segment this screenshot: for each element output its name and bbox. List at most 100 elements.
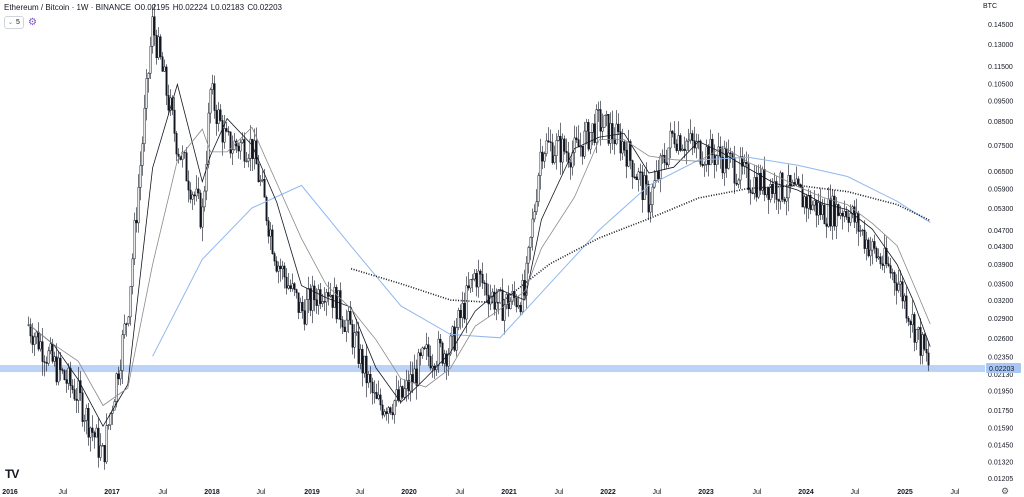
candle (749, 179, 752, 205)
candle (815, 200, 818, 228)
candle (769, 178, 772, 203)
x-tick-label: Jul (951, 489, 960, 496)
candle (219, 104, 222, 122)
candle (677, 121, 680, 155)
candle (865, 231, 868, 261)
candle (569, 158, 572, 180)
candle (323, 287, 326, 312)
candle (741, 147, 744, 175)
x-tick-label: 2025 (897, 489, 913, 496)
candle (625, 141, 628, 179)
candle (371, 377, 374, 405)
candle (841, 209, 844, 230)
gear-icon[interactable]: ⚙ (27, 16, 37, 28)
candle (821, 198, 824, 220)
candle (775, 176, 778, 210)
candle (417, 348, 420, 387)
candle (385, 407, 388, 421)
tradingview-logo-icon[interactable]: TV (5, 467, 19, 481)
candle (903, 293, 906, 310)
chart-settings-gear-icon[interactable]: ⚙ (1001, 486, 1010, 496)
x-tick-label: 2022 (600, 489, 616, 496)
moving-averages (28, 82, 931, 428)
candle (807, 188, 810, 219)
candle (269, 222, 272, 250)
candle (759, 164, 762, 195)
y-tick-label: 0.01750 (988, 408, 1013, 415)
candle (311, 275, 314, 324)
candle (339, 282, 342, 329)
candle (757, 164, 760, 200)
candle (545, 133, 548, 157)
candle (107, 424, 110, 430)
candle (899, 270, 902, 297)
candle (273, 251, 276, 266)
candle (763, 156, 766, 202)
candle (637, 167, 640, 192)
candle (99, 433, 102, 461)
candle (349, 300, 352, 325)
candle (63, 369, 66, 381)
candle (377, 380, 380, 401)
candle (129, 286, 132, 326)
price-axis[interactable]: 0.14500 0.13000 0.11500 0.10500 0.09500 0.085… (985, 0, 1024, 483)
x-tick-label: Jul (257, 489, 266, 496)
candle (607, 114, 610, 146)
candle (197, 177, 200, 199)
candle (789, 174, 792, 193)
y-tick-label: 0.09500 (988, 99, 1013, 106)
time-axis[interactable]: 2016 Jul 2017 Jul 2018 Jul 2019 Jul 2020 Jul 2021 J… (0, 483, 1024, 497)
candle (191, 191, 194, 210)
candle (79, 371, 82, 401)
candle (481, 262, 484, 289)
candle (559, 122, 562, 175)
candle (211, 74, 214, 95)
candle (93, 430, 96, 449)
candle (875, 246, 878, 263)
candle (605, 110, 608, 127)
y-tick-label: 0.03500 (988, 282, 1013, 289)
candle (575, 126, 578, 144)
ma-dotted-line (350, 184, 931, 304)
candle (61, 367, 64, 374)
candle (389, 406, 392, 415)
candle (375, 383, 378, 400)
x-tick-label: 2021 (501, 489, 517, 496)
indicators-toggle-button[interactable]: ⌄ 5 (4, 16, 24, 29)
candle (195, 175, 198, 202)
candle (521, 273, 524, 315)
candle (873, 234, 876, 254)
candle (143, 94, 146, 152)
candle (421, 346, 424, 359)
candle (45, 356, 48, 372)
candle (803, 194, 806, 215)
candle (239, 139, 242, 160)
candle (533, 204, 536, 223)
candle (465, 276, 468, 334)
candle (177, 148, 180, 164)
candle (905, 286, 908, 324)
candle (921, 331, 924, 365)
candle (745, 151, 748, 179)
candle (765, 187, 768, 198)
candle (627, 129, 630, 168)
candle (361, 344, 364, 387)
x-tick-label: Jul (356, 489, 365, 496)
candle (667, 147, 670, 168)
candle (713, 144, 716, 179)
candle (687, 128, 690, 152)
candle (31, 323, 34, 354)
candle (909, 319, 912, 339)
candle (193, 191, 196, 206)
candle (245, 152, 248, 163)
candle (53, 351, 56, 367)
x-tick-label: Jul (753, 489, 762, 496)
candle (167, 84, 170, 115)
legend-title: Ethereum / Bitcoin · 1W · BINANCE O0.021… (4, 3, 282, 12)
x-tick-label: Jul (555, 489, 564, 496)
candle (531, 208, 534, 251)
currency-label[interactable]: BTC (983, 3, 997, 10)
candle (285, 268, 288, 295)
symbol-title[interactable]: Ethereum / Bitcoin · 1W · BINANCE (4, 3, 132, 12)
